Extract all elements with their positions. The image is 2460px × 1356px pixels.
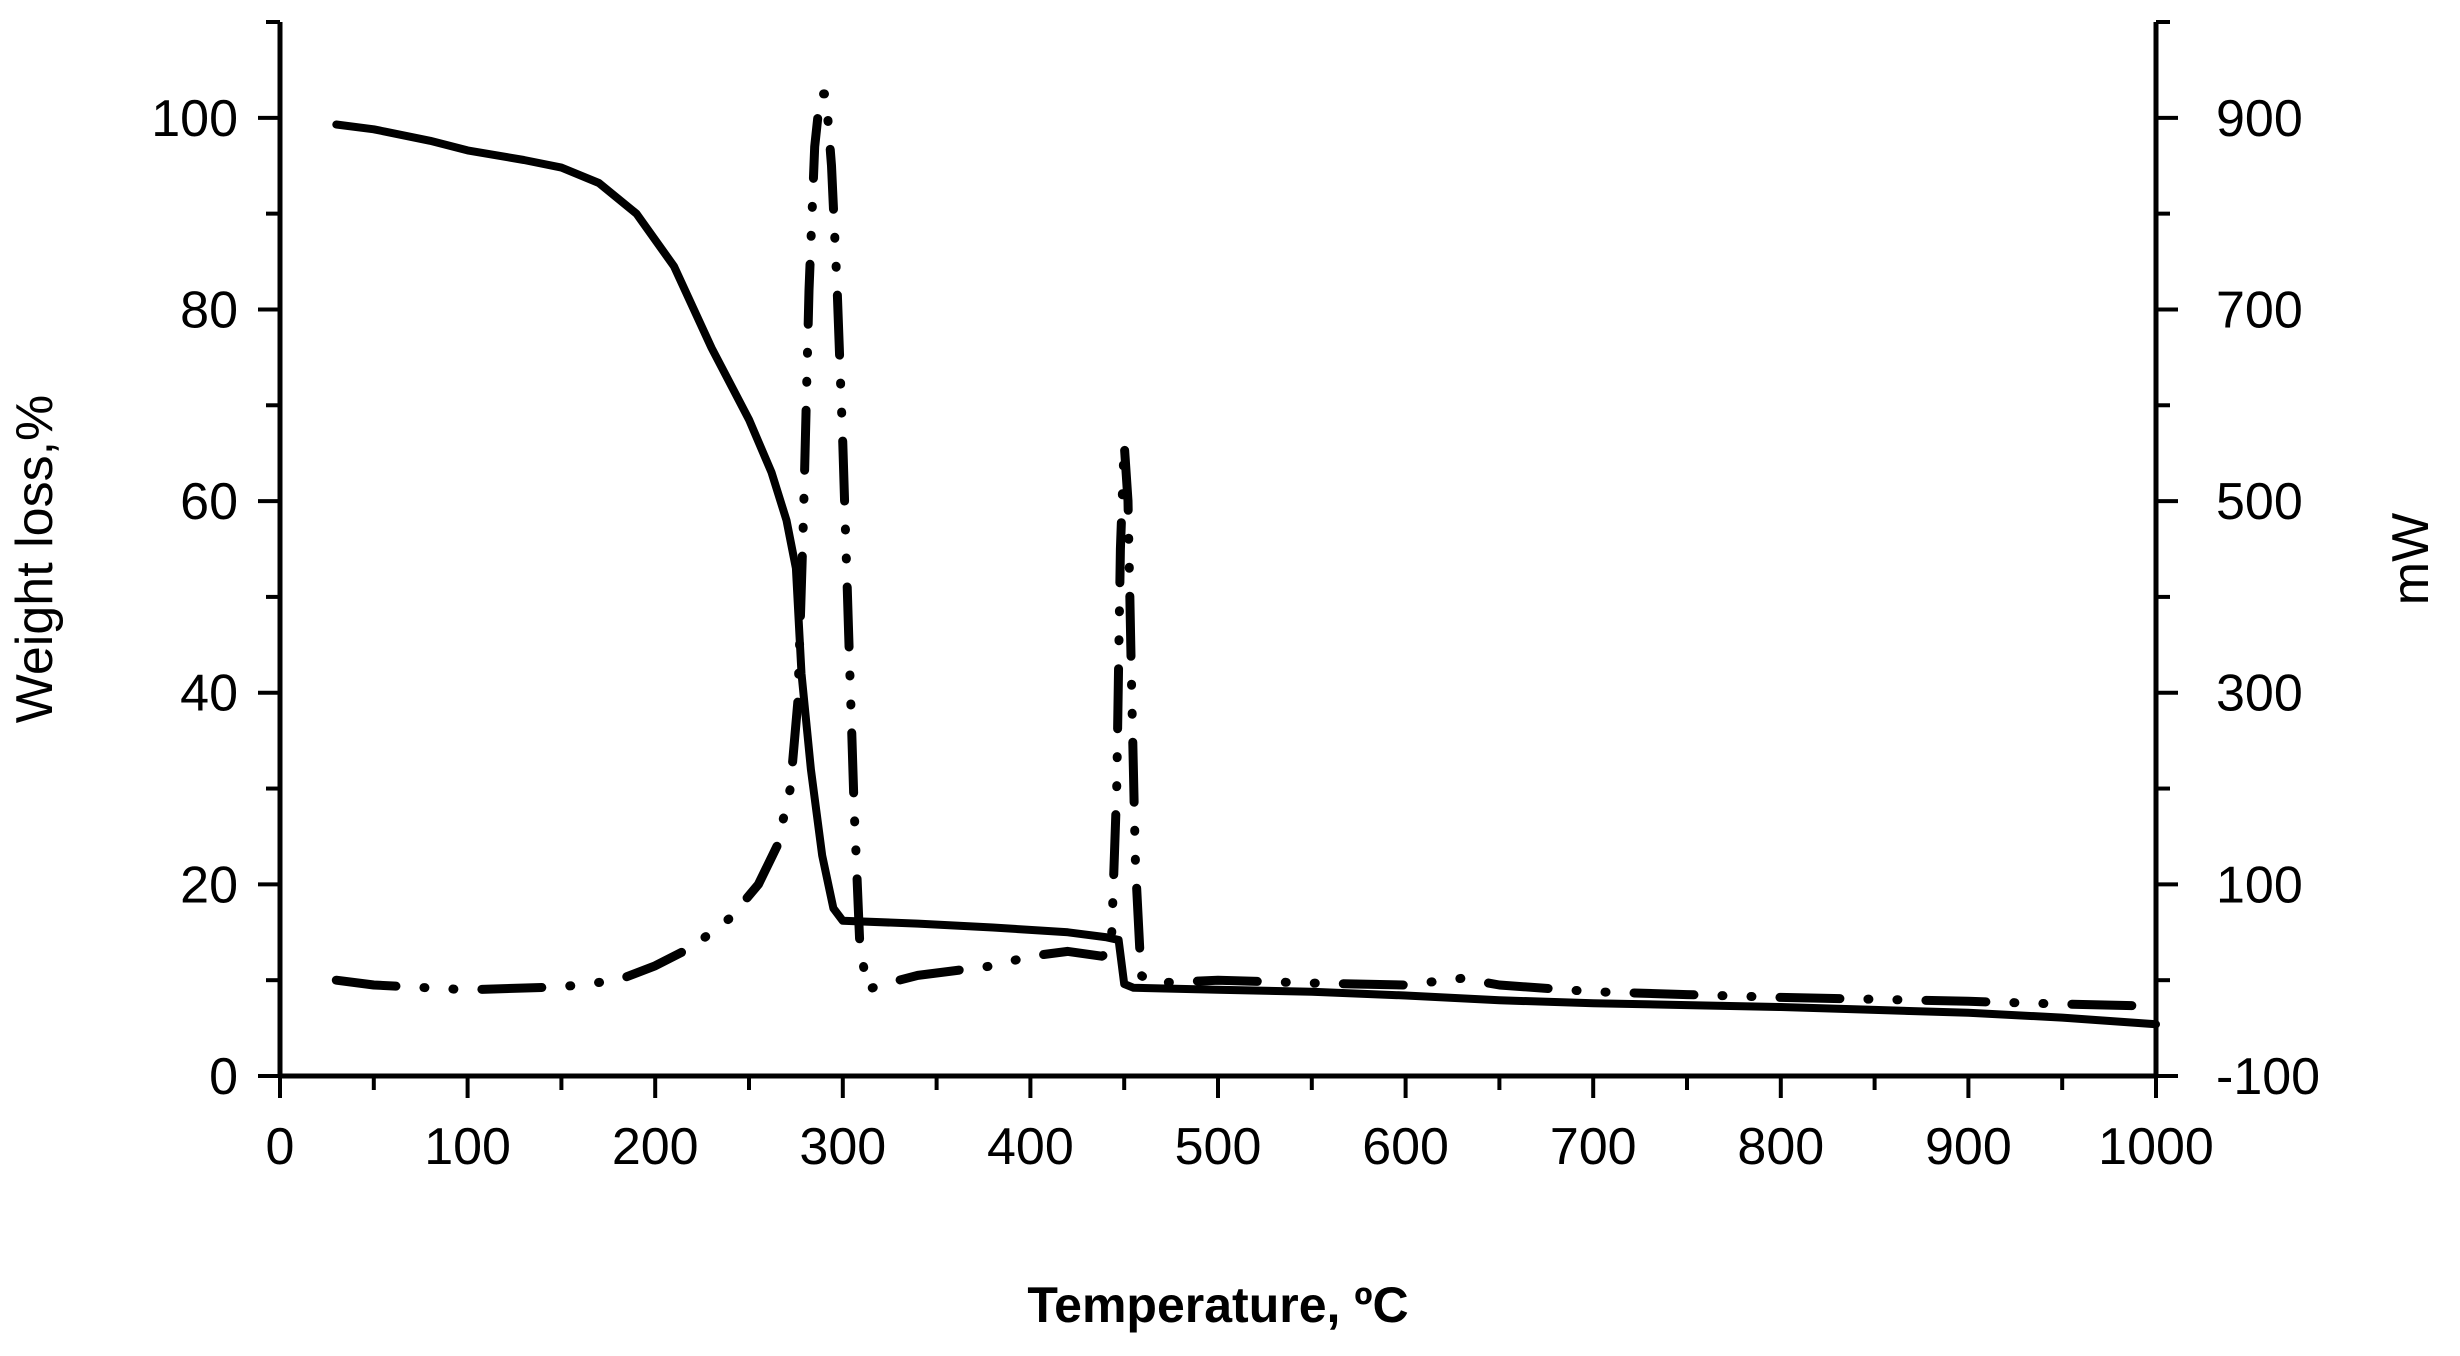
- x-tick-label: 600: [1362, 1118, 1449, 1176]
- y-tick-label: 100: [151, 90, 238, 148]
- y-tick-label: 0: [209, 1048, 238, 1106]
- dsc-series-line: [331, 89, 2161, 1011]
- x-tick-label: 1000: [2098, 1118, 2214, 1176]
- x-tick-label: 0: [266, 1118, 295, 1176]
- x-tick-label: 300: [799, 1118, 886, 1176]
- y-tick-label: 80: [180, 281, 238, 339]
- y-tick-label: 60: [180, 473, 238, 531]
- labels-layer: Temperature, ºC Weight loss,% mW: [6, 395, 2440, 1333]
- x-tick-label: 800: [1737, 1118, 1824, 1176]
- series-layer: [331, 89, 2161, 1029]
- x-tick-label: 400: [987, 1118, 1074, 1176]
- axes-layer: 0 100 200 300 400 500 600 700 800 900 1000 0 20 40 60 8…: [151, 20, 2320, 1176]
- x-tick-label: 200: [612, 1118, 699, 1176]
- y2-tick-label: 900: [2216, 90, 2303, 148]
- x-tick-label: 500: [1175, 1118, 1262, 1176]
- y2-axis-title: mW: [2382, 513, 2440, 605]
- y2-tick-label: 300: [2216, 665, 2303, 723]
- y-tick-label: 40: [180, 665, 238, 723]
- y2-tick-label: 500: [2216, 473, 2303, 531]
- y-axis-title: Weight loss,%: [6, 395, 64, 724]
- x-tick-label: 900: [1925, 1118, 2012, 1176]
- y2-tick-label: 700: [2216, 281, 2303, 339]
- x-tick-label: 700: [1550, 1118, 1637, 1176]
- weight-loss-series-line: [332, 120, 2160, 1029]
- x-tick-label: 100: [424, 1118, 511, 1176]
- x-axis-title: Temperature, ºC: [1027, 1277, 1408, 1333]
- y2-tick-label: -100: [2216, 1048, 2320, 1106]
- y2-tick-label: 100: [2216, 856, 2303, 914]
- y-tick-label: 20: [180, 856, 238, 914]
